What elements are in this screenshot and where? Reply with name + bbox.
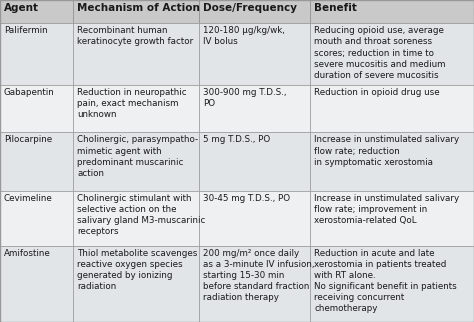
Bar — [310, 23, 474, 85]
Bar — [0, 246, 73, 322]
Bar — [310, 85, 474, 132]
Bar — [310, 191, 474, 246]
Text: Cevimeline: Cevimeline — [4, 194, 53, 203]
Bar — [310, 132, 474, 191]
Bar — [73, 23, 199, 85]
Text: Increase in unstimulated salivary
flow rate; improvement in
xerostomia-related Q: Increase in unstimulated salivary flow r… — [314, 194, 460, 225]
Bar — [0, 132, 73, 191]
Text: Recombinant human
keratinocyte growth factor: Recombinant human keratinocyte growth fa… — [77, 26, 194, 46]
Bar — [0, 0, 73, 23]
Text: Amifostine: Amifostine — [4, 249, 51, 258]
Text: Reduction in opioid drug use: Reduction in opioid drug use — [314, 88, 440, 97]
Bar — [199, 0, 310, 23]
Bar — [73, 85, 199, 132]
Text: Increase in unstimulated salivary
flow rate; reduction
in symptomatic xerostomia: Increase in unstimulated salivary flow r… — [314, 136, 460, 166]
Text: Mechanism of Action: Mechanism of Action — [77, 3, 201, 13]
Text: 120-180 μg/kg/wk,
IV bolus: 120-180 μg/kg/wk, IV bolus — [203, 26, 285, 46]
Bar — [0, 85, 73, 132]
Bar — [199, 191, 310, 246]
Text: Thiol metabolite scavenges
reactive oxygen species
generated by ionizing
radiati: Thiol metabolite scavenges reactive oxyg… — [77, 249, 198, 291]
Text: Agent: Agent — [4, 3, 39, 13]
Bar — [73, 0, 199, 23]
Bar — [73, 246, 199, 322]
Bar — [73, 132, 199, 191]
Bar — [199, 132, 310, 191]
Bar — [0, 23, 73, 85]
Text: 30-45 mg T.D.S., PO: 30-45 mg T.D.S., PO — [203, 194, 290, 203]
Text: Cholinergic, parasympatho-
mimetic agent with
predominant muscarinic
action: Cholinergic, parasympatho- mimetic agent… — [77, 136, 199, 178]
Bar — [199, 23, 310, 85]
Bar — [199, 85, 310, 132]
Text: Pilocarpine: Pilocarpine — [4, 136, 52, 144]
Bar — [310, 246, 474, 322]
Text: Palifermin: Palifermin — [4, 26, 47, 35]
Text: 300-900 mg T.D.S.,
PO: 300-900 mg T.D.S., PO — [203, 88, 287, 108]
Text: Cholinergic stimulant with
selective action on the
salivary gland M3-muscarinic
: Cholinergic stimulant with selective act… — [77, 194, 206, 236]
Text: 5 mg T.D.S., PO: 5 mg T.D.S., PO — [203, 136, 270, 144]
Text: Reduction in neuropathic
pain, exact mechanism
unknown: Reduction in neuropathic pain, exact mec… — [77, 88, 187, 119]
Bar — [73, 191, 199, 246]
Text: 200 mg/m² once daily
as a 3-minute IV infusion,
starting 15-30 min
before standa: 200 mg/m² once daily as a 3-minute IV in… — [203, 249, 315, 302]
Bar — [199, 246, 310, 322]
Bar — [0, 191, 73, 246]
Text: Dose/Frequency: Dose/Frequency — [203, 3, 297, 13]
Text: Gabapentin: Gabapentin — [4, 88, 55, 97]
Text: Reducing opioid use, average
mouth and throat soreness
scores; reduction in time: Reducing opioid use, average mouth and t… — [314, 26, 446, 80]
Bar — [310, 0, 474, 23]
Text: Benefit: Benefit — [314, 3, 357, 13]
Text: Reduction in acute and late
xerostomia in patients treated
with RT alone.
No sig: Reduction in acute and late xerostomia i… — [314, 249, 457, 313]
